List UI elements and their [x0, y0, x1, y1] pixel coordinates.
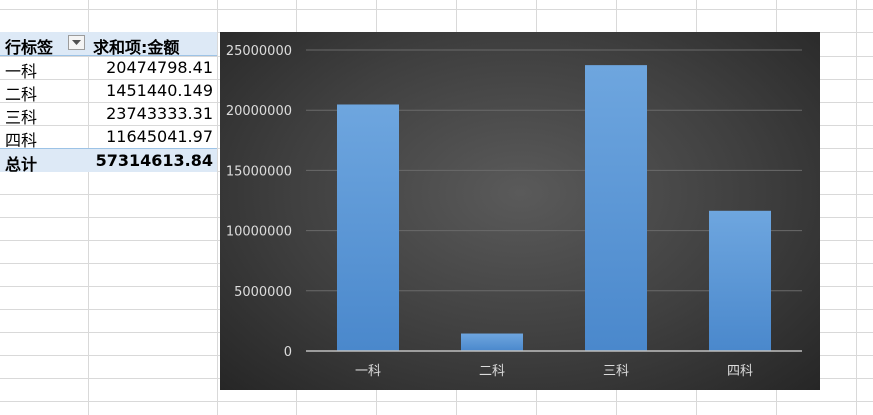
y-tick-label: 0	[284, 345, 292, 360]
x-tick-label: 四科	[727, 364, 753, 379]
value-field-header[interactable]: 求和项:金额	[93, 38, 180, 57]
pivot-table: 行标签 求和项:金额 一科 20474798.41 二科 1451440.149…	[0, 32, 217, 174]
pivot-chart[interactable]: 0 5000000 10000000 15000000 20000000 25000000…	[220, 32, 820, 390]
pivot-total-row[interactable]: 总计 57314613.84	[0, 148, 217, 174]
pivot-row-value: 23743333.31	[106, 104, 213, 123]
x-tick-label: 一科	[355, 364, 381, 379]
pivot-row-value: 1451440.149	[106, 81, 213, 100]
y-tick-label: 25000000	[226, 44, 292, 59]
bar-一科[interactable]	[337, 104, 399, 351]
pivot-header-row: 行标签 求和项:金额	[0, 32, 217, 57]
y-tick-label: 20000000	[226, 104, 292, 119]
pivot-row-label: 一科	[5, 62, 38, 81]
x-tick-label: 二科	[479, 364, 505, 379]
chart-canvas: 0 5000000 10000000 15000000 20000000 25000000…	[226, 44, 802, 379]
pivot-row-value: 20474798.41	[106, 58, 213, 77]
y-tick-label: 5000000	[234, 285, 292, 300]
chevron-down-icon	[72, 40, 81, 45]
pivot-row-value: 11645041.97	[106, 127, 213, 146]
pivot-row[interactable]: 二科 1451440.149	[0, 79, 217, 104]
pivot-total-label: 总计	[5, 155, 38, 174]
pivot-row-label: 四科	[5, 131, 38, 150]
pivot-row-label: 二科	[5, 85, 38, 104]
bar-三科[interactable]	[585, 65, 647, 352]
row-label-header[interactable]: 行标签	[5, 38, 54, 57]
pivot-row-label: 三科	[5, 108, 38, 127]
pivot-row[interactable]: 四科 11645041.97	[0, 125, 217, 150]
pivot-row[interactable]: 三科 23743333.31	[0, 102, 217, 127]
bar-四科[interactable]	[709, 210, 771, 351]
y-tick-label: 10000000	[226, 225, 292, 240]
y-tick-label: 15000000	[226, 164, 292, 179]
pivot-total-value: 57314613.84	[95, 151, 213, 170]
x-tick-label: 三科	[603, 364, 629, 379]
row-filter-dropdown-button[interactable]	[68, 35, 85, 50]
pivot-row[interactable]: 一科 20474798.41	[0, 56, 217, 81]
bar-二科[interactable]	[461, 333, 523, 351]
